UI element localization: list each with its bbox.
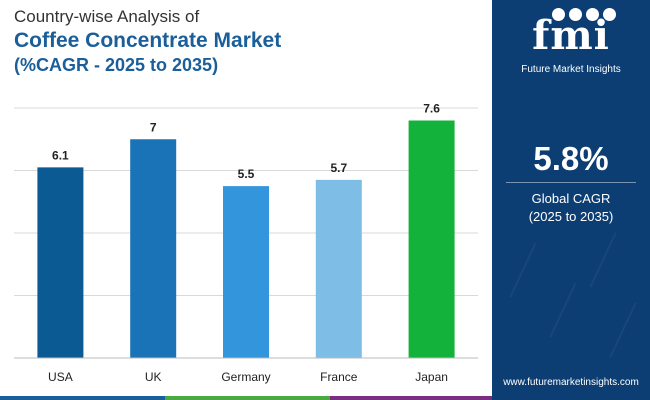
x-tick-label: Japan <box>415 370 448 384</box>
logo-subtext: Future Market Insights <box>521 64 621 75</box>
global-cagr-value: 5.8% <box>533 140 609 177</box>
data-label: 7.6 <box>423 102 440 116</box>
data-label: 7 <box>150 120 157 134</box>
global-cagr-label-line1: Global CAGR <box>531 191 611 206</box>
globe-icon <box>569 8 582 21</box>
footer-segment <box>165 396 330 400</box>
chart-title: Coffee Concentrate Market <box>14 29 282 52</box>
summary-panel: fmi Future Market Insights 5.8% Global C… <box>492 0 650 400</box>
coffee-icon <box>552 8 565 21</box>
leaf-icon <box>586 8 599 21</box>
cagr-divider <box>506 182 636 183</box>
bar-japan <box>408 120 455 358</box>
bar-germany <box>223 186 269 358</box>
data-label: 6.1 <box>52 148 69 162</box>
data-label: 5.7 <box>330 161 347 175</box>
data-label: 5.5 <box>238 167 255 181</box>
x-tick-label: France <box>320 370 358 384</box>
footer-segment <box>330 396 492 400</box>
x-tick-label: UK <box>145 370 162 384</box>
global-cagr-label-line2: (2025 to 2035) <box>528 209 614 224</box>
x-tick-label: Germany <box>221 370 270 384</box>
footer-segment <box>0 396 165 400</box>
person-icon <box>603 8 616 21</box>
chart-header: Country-wise Analysis of Coffee Concentr… <box>14 6 484 76</box>
bar-chart: 6.1 USA 7 UK 5.5 Germany 5.7 France 7.6 Japan <box>14 102 478 384</box>
chart-title-prefix: Country-wise Analysis of <box>14 7 200 26</box>
logo-letters: fmi <box>532 12 610 59</box>
website-link[interactable]: www.futuremarketinsights.com <box>503 377 639 388</box>
x-tick-label: USA <box>48 370 73 384</box>
footer-segment <box>492 396 650 400</box>
logo-icons <box>552 8 622 22</box>
global-cagr-label: Global CAGR (2025 to 2035) <box>492 190 650 226</box>
bar-france <box>315 179 362 358</box>
bar-uk <box>130 139 177 358</box>
chart-subtitle: (%CAGR - 2025 to 2035) <box>14 55 219 75</box>
bar-usa <box>37 167 84 358</box>
fmi-logo: fmi Future Market Insights <box>492 8 650 78</box>
